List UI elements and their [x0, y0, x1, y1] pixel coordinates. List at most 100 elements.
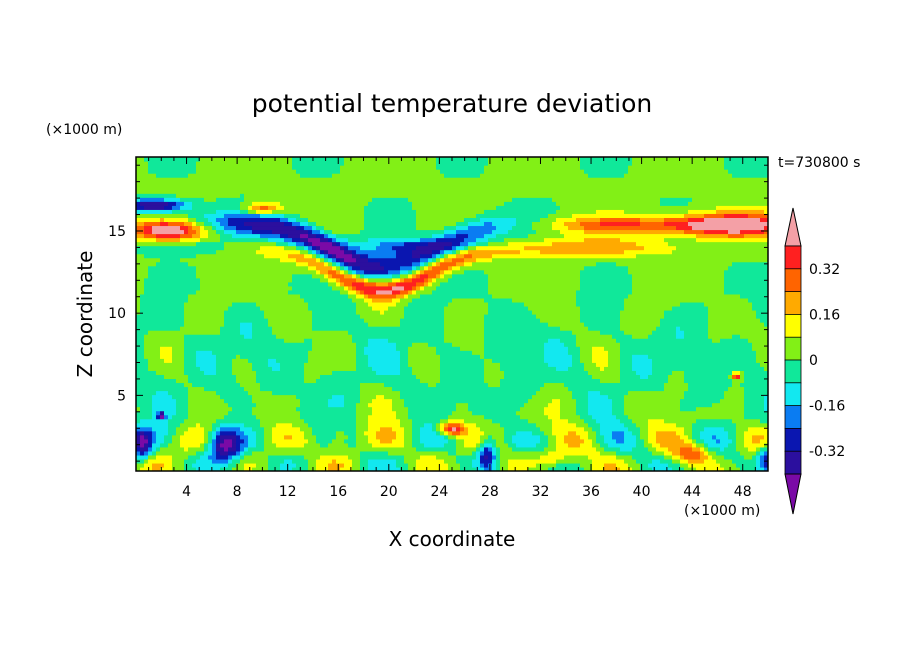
heatmap-cell — [372, 237, 377, 243]
heatmap-cell — [388, 438, 393, 444]
heatmap-cell — [388, 265, 393, 271]
heatmap-cell — [352, 209, 357, 214]
heatmap-cell — [188, 450, 193, 456]
heatmap-cell — [280, 309, 285, 315]
heatmap-cell — [188, 426, 193, 432]
heatmap-cell — [192, 201, 197, 206]
heatmap-cell — [196, 342, 201, 347]
heatmap-cell — [220, 342, 225, 347]
heatmap-cell — [192, 281, 197, 287]
heatmap-cell — [172, 382, 177, 388]
heatmap-cell — [160, 301, 165, 307]
heatmap-cell — [380, 277, 385, 283]
heatmap-cell — [288, 462, 293, 468]
heatmap-cell — [356, 209, 361, 214]
heatmap-cell — [360, 173, 365, 178]
heatmap-cell — [200, 330, 205, 335]
heatmap-cell — [296, 221, 301, 227]
heatmap-cell — [240, 301, 245, 307]
heatmap-cell — [276, 229, 281, 235]
heatmap-cell — [296, 201, 301, 206]
heatmap-cell — [296, 309, 301, 315]
heatmap-cell — [172, 301, 177, 307]
heatmap-cell — [332, 297, 337, 303]
heatmap-cell — [332, 430, 337, 436]
heatmap-cell — [272, 269, 277, 275]
heatmap-cell — [364, 213, 369, 218]
heatmap-cell — [176, 301, 181, 307]
heatmap-cell — [156, 330, 161, 335]
heatmap-cell — [212, 454, 217, 460]
heatmap-cell — [340, 426, 345, 432]
heatmap-cell — [304, 233, 309, 239]
heatmap-cell — [352, 334, 357, 339]
heatmap-cell — [296, 233, 301, 239]
heatmap-cell — [168, 157, 173, 162]
heatmap-cell — [368, 193, 373, 198]
heatmap-cell — [292, 305, 297, 311]
heatmap-cell — [168, 193, 173, 198]
heatmap-cell — [168, 354, 173, 359]
heatmap-cell — [328, 370, 333, 375]
heatmap-cell — [240, 293, 245, 299]
heatmap-cell — [368, 330, 373, 335]
heatmap-cell — [148, 169, 153, 174]
heatmap-cell — [248, 185, 253, 190]
heatmap-cell — [368, 185, 373, 190]
heatmap-cell — [348, 406, 353, 412]
heatmap-cell — [144, 297, 149, 303]
heatmap-cell — [168, 165, 173, 170]
heatmap-cell — [172, 173, 177, 178]
heatmap-cell — [168, 309, 173, 315]
heatmap-cell — [140, 217, 145, 223]
heatmap-cell — [260, 281, 265, 287]
heatmap-cell — [296, 253, 301, 259]
heatmap-cell — [216, 201, 221, 206]
heatmap-cell — [236, 253, 241, 259]
heatmap-cell — [212, 438, 217, 444]
heatmap-cell — [212, 446, 217, 452]
heatmap-cell — [296, 458, 301, 464]
heatmap-cell — [336, 177, 341, 182]
heatmap-cell — [140, 193, 145, 198]
heatmap-cell — [260, 394, 265, 400]
heatmap-cell — [372, 326, 377, 331]
heatmap-cell — [332, 390, 337, 396]
heatmap-cell — [156, 225, 161, 231]
heatmap-cell — [376, 430, 381, 436]
heatmap-cell — [336, 366, 341, 371]
heatmap-cell — [328, 237, 333, 243]
heatmap-cell — [172, 418, 177, 424]
heatmap-cell — [180, 193, 185, 198]
heatmap-cell — [340, 318, 345, 323]
heatmap-cell — [264, 245, 269, 251]
heatmap-cell — [244, 378, 249, 384]
heatmap-cell — [256, 273, 261, 279]
heatmap-cell — [324, 446, 329, 452]
heatmap-cell — [268, 241, 273, 247]
heatmap-cell — [208, 386, 213, 392]
heatmap-cell — [232, 229, 237, 235]
heatmap-cell — [180, 366, 185, 371]
heatmap-cell — [232, 378, 237, 384]
heatmap-cell — [352, 177, 357, 182]
heatmap-cell — [212, 358, 217, 363]
heatmap-cell — [300, 297, 305, 303]
heatmap-cell — [352, 446, 357, 452]
heatmap-cell — [348, 342, 353, 347]
heatmap-cell — [276, 358, 281, 363]
heatmap-cell — [248, 390, 253, 396]
heatmap-cell — [280, 189, 285, 194]
heatmap-cell — [284, 414, 289, 420]
heatmap-cell — [228, 229, 233, 235]
heatmap-cell — [328, 338, 333, 343]
heatmap-cell — [240, 366, 245, 371]
heatmap-cell — [196, 245, 201, 251]
heatmap-cell — [332, 398, 337, 404]
heatmap-cell — [180, 285, 185, 291]
heatmap-cell — [136, 233, 141, 239]
heatmap-cell — [168, 426, 173, 432]
heatmap-cell — [204, 249, 209, 255]
heatmap-cell — [276, 221, 281, 227]
heatmap-cell — [368, 454, 373, 460]
